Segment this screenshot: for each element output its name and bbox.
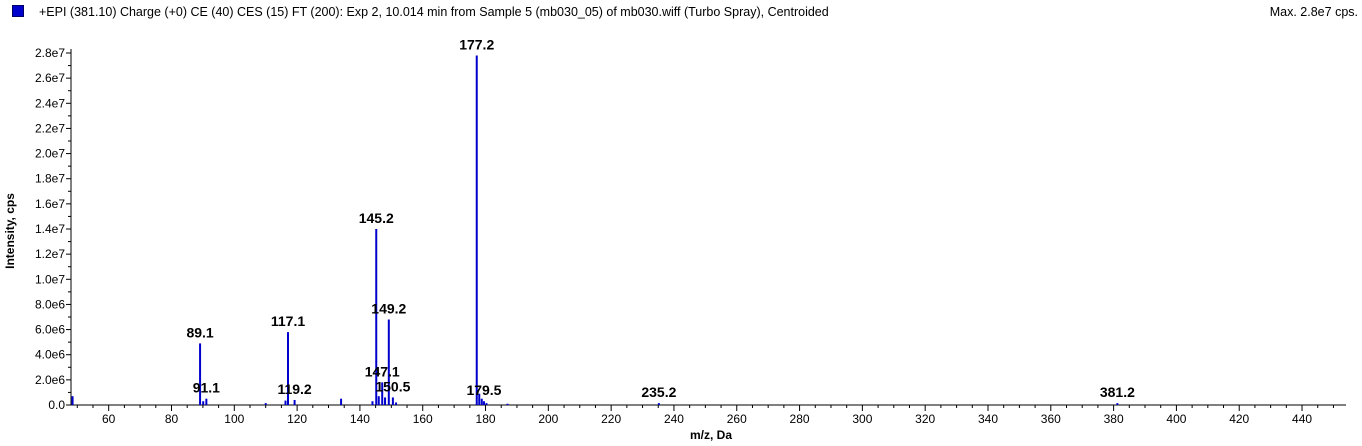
peak-label: 179.5 (466, 382, 501, 398)
y-tick-label: 2.6e7 (35, 71, 65, 85)
y-tick-label: 2.2e7 (35, 121, 65, 135)
axes: 60 80 100 120 140 160 180 200 220 240 260 280 300 320… (35, 46, 1346, 426)
x-tick-label: 120 (287, 412, 307, 426)
y-tick-label: 0.0 (48, 398, 65, 412)
y-tick-label: 2.0e6 (35, 373, 65, 387)
x-tick-label: 180 (476, 412, 496, 426)
peak-label: 149.2 (371, 301, 406, 317)
x-tick-label: 380 (1104, 412, 1124, 426)
peak-label: 150.5 (375, 378, 410, 394)
x-tick-label: 260 (727, 412, 747, 426)
x-tick-label: 60 (102, 412, 116, 426)
peak-label: 119.2 (277, 381, 311, 397)
x-tick-label: 240 (664, 412, 684, 426)
legend-swatch (12, 5, 24, 17)
y-tick-label: 2.8e7 (35, 46, 65, 60)
y-tick-label: 6.0e6 (35, 323, 65, 337)
peak-label: 145.2 (359, 210, 394, 226)
peak-label: 381.2 (1100, 384, 1135, 400)
peak-label: 235.2 (641, 384, 676, 400)
y-tick-label: 8.0e6 (35, 297, 65, 311)
peaks (71, 55, 1119, 405)
peak-labels: 89.1 91.1 117.1 119.2 145.2 147.1 149.2 150.5 17… (186, 37, 1135, 401)
x-tick-label: 300 (852, 412, 872, 426)
max-intensity-label: Max. 2.8e7 cps. (1269, 5, 1358, 19)
x-tick-label: 340 (978, 412, 998, 426)
x-tick-label: 360 (1041, 412, 1061, 426)
peak-label: 147.1 (365, 363, 400, 379)
x-tick-label: 80 (165, 412, 179, 426)
y-tick-label: 2.4e7 (35, 96, 65, 110)
x-tick-label: 100 (224, 412, 244, 426)
x-tick-label: 400 (1166, 412, 1186, 426)
x-tick-label: 160 (413, 412, 433, 426)
y-tick-label: 1.8e7 (35, 172, 65, 186)
y-axis-title: Intensity, cps (3, 193, 17, 269)
x-axis-title: m/z, Da (690, 428, 732, 442)
y-tick-label: 4.0e6 (35, 348, 65, 362)
peak-label: 177.2 (459, 37, 494, 53)
x-tick-label: 440 (1292, 412, 1312, 426)
x-tick-label: 280 (790, 412, 810, 426)
y-tick-label: 1.2e7 (35, 247, 65, 261)
x-tick-label: 420 (1229, 412, 1249, 426)
x-tick-label: 320 (915, 412, 935, 426)
y-tick-label: 2.0e7 (35, 147, 65, 161)
y-tick-label: 1.0e7 (35, 272, 65, 286)
y-tick-label: 1.6e7 (35, 197, 65, 211)
peak-label: 91.1 (193, 380, 220, 396)
x-tick-label: 220 (601, 412, 621, 426)
spectrum-title: +EPI (381.10) Charge (+0) CE (40) CES (1… (39, 5, 829, 19)
y-tick-label: 1.4e7 (35, 222, 65, 236)
x-tick-label: 140 (350, 412, 370, 426)
x-tick-label: 200 (538, 412, 558, 426)
peak-label: 89.1 (186, 324, 213, 340)
peak-label: 117.1 (271, 313, 305, 329)
chart-header: +EPI (381.10) Charge (+0) CE (40) CES (1… (0, 0, 1362, 24)
